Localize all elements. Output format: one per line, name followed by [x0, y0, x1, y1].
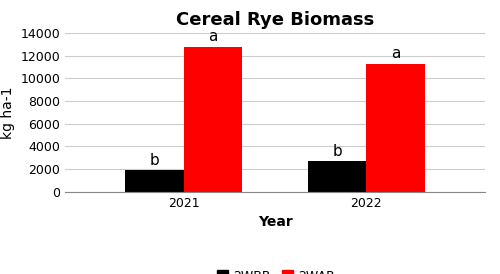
Text: b: b — [332, 144, 342, 159]
Legend: 2WBP, 2WAP: 2WBP, 2WAP — [212, 265, 338, 274]
X-axis label: Year: Year — [258, 215, 292, 229]
Text: a: a — [208, 30, 218, 44]
Title: Cereal Rye Biomass: Cereal Rye Biomass — [176, 10, 374, 28]
Bar — [308, 161, 366, 192]
Text: a: a — [391, 47, 400, 61]
Bar — [184, 47, 242, 192]
Bar — [126, 170, 184, 192]
Text: b: b — [150, 153, 160, 168]
Bar — [366, 64, 424, 192]
Y-axis label: kg ha-1: kg ha-1 — [0, 86, 14, 139]
